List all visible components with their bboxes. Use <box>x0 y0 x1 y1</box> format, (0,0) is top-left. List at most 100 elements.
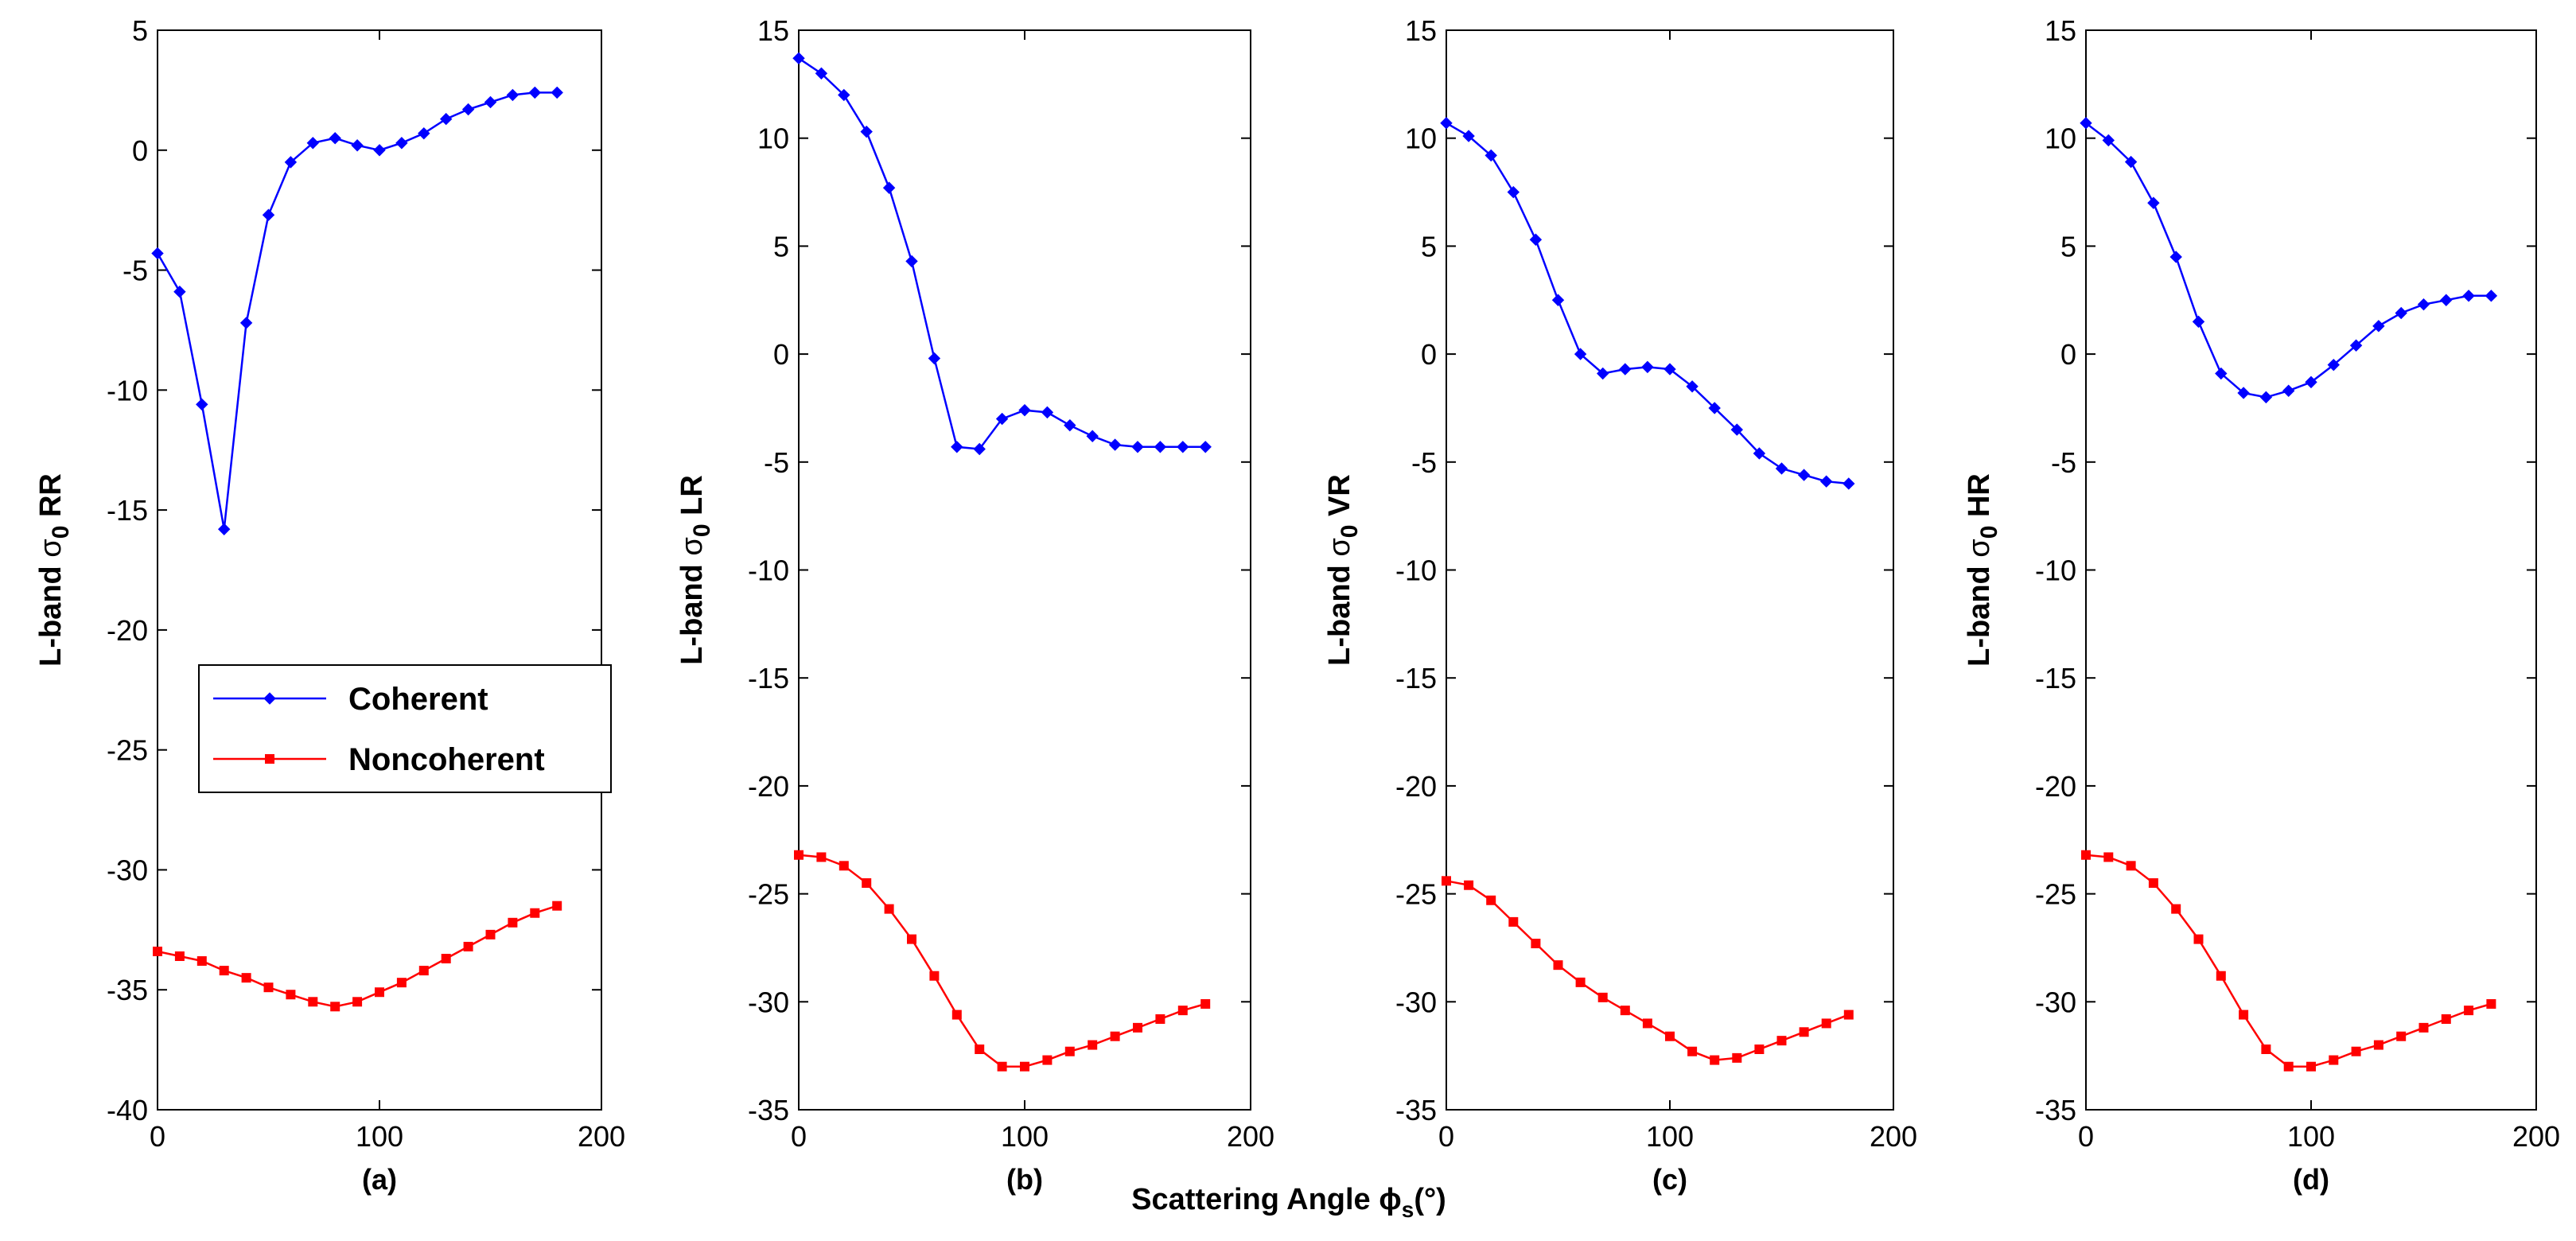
y-tick-label: -35 <box>107 974 148 1006</box>
data-point <box>1574 348 1587 360</box>
data-point <box>306 137 320 150</box>
data-point <box>2171 904 2181 914</box>
data-point <box>2124 155 2138 169</box>
data-point <box>484 95 497 109</box>
panel-label: (d) <box>2293 1163 2329 1196</box>
series-noncoherent <box>794 850 1211 1072</box>
y-tick-label: -20 <box>748 770 789 803</box>
data-point <box>2464 1006 2474 1016</box>
x-tick-label: 200 <box>2512 1120 2560 1153</box>
data-point <box>2261 1045 2271 1055</box>
y-axis-label-prefix: L-band <box>675 556 709 665</box>
y-tick-label: -20 <box>2035 770 2076 803</box>
data-point <box>995 412 1009 426</box>
data-point <box>1710 1055 1720 1065</box>
data-point <box>882 181 896 194</box>
y-tick-label: 0 <box>2060 338 2076 371</box>
data-point <box>528 86 542 99</box>
x-tick-label: 200 <box>578 1120 625 1153</box>
x-tick-label: 0 <box>791 1120 807 1153</box>
data-point <box>1819 475 1833 488</box>
data-point <box>1177 1006 1188 1016</box>
x-tick-label: 0 <box>2078 1120 2094 1153</box>
data-point <box>463 941 473 951</box>
data-point <box>396 978 407 988</box>
y-tick-label: -10 <box>748 554 789 587</box>
x-tick-label: 200 <box>1227 1120 1274 1153</box>
y-tick-label: 5 <box>773 230 789 263</box>
y-tick-label: -30 <box>1395 986 1437 1018</box>
data-point <box>1642 1018 1652 1029</box>
x-tick-label: 100 <box>356 1120 403 1153</box>
data-point <box>2485 290 2498 302</box>
data-point <box>2283 1061 2294 1072</box>
data-point <box>284 156 298 169</box>
data-point <box>2126 861 2136 871</box>
y-axis-label-sub: 0 <box>1337 525 1363 539</box>
y-axis-label-suffix: VR <box>1323 474 1356 524</box>
data-point <box>2486 999 2496 1010</box>
data-point <box>2103 852 2114 862</box>
y-axis-label-suffix: RR <box>34 473 68 525</box>
y-axis-label-sigma: σ <box>1963 539 1996 557</box>
data-point <box>1110 1031 1120 1041</box>
data-point <box>907 934 916 944</box>
y-tick-label: -20 <box>107 614 148 647</box>
data-point <box>2305 375 2317 389</box>
y-tick-label: 5 <box>1421 230 1437 263</box>
data-point <box>1596 367 1609 380</box>
y-axis-label-suffix: HR <box>1963 473 1996 525</box>
data-point <box>1665 1031 1675 1041</box>
data-point <box>1018 403 1031 417</box>
data-point <box>2462 290 2475 302</box>
y-axis-label-sub: 0 <box>689 523 715 537</box>
y-tick-label: -35 <box>748 1094 789 1126</box>
data-point <box>1442 876 1451 886</box>
y-tick-label: -10 <box>2035 554 2076 587</box>
data-point <box>2215 367 2228 380</box>
data-point <box>1041 406 1054 419</box>
data-point <box>373 144 386 157</box>
y-tick-label: -10 <box>107 374 148 407</box>
data-point <box>839 861 849 871</box>
data-point <box>530 908 540 918</box>
y-axis-label: L-band σ0 RR <box>34 473 74 667</box>
y-axis-label-sub: 0 <box>48 526 74 539</box>
data-point <box>217 523 231 535</box>
data-point <box>1732 1052 1742 1063</box>
data-point <box>1529 233 1543 246</box>
series-coherent <box>151 86 563 535</box>
y-tick-label: 0 <box>773 338 789 371</box>
data-point <box>1620 1006 1630 1016</box>
y-tick-label: -25 <box>1395 878 1437 911</box>
data-point <box>1686 380 1699 393</box>
series-noncoherent <box>1442 876 1854 1065</box>
data-point <box>1776 1036 1787 1046</box>
data-point <box>1154 441 1167 453</box>
series-noncoherent <box>2081 850 2496 1072</box>
series-noncoherent <box>153 901 562 1012</box>
data-point <box>2372 320 2385 333</box>
y-tick-label: -15 <box>107 494 148 527</box>
y-tick-label: -25 <box>2035 878 2076 911</box>
data-point <box>2237 387 2250 399</box>
data-point <box>2395 306 2407 320</box>
data-point <box>485 929 496 940</box>
data-point <box>329 131 341 145</box>
data-point <box>973 442 986 456</box>
data-point <box>1064 418 1076 432</box>
data-point <box>263 982 274 993</box>
data-point <box>1199 441 1212 453</box>
chart-panel-b: 0 100 200 -35 -30 -25 -20 -15 -10 -5 0 5 10 15 L-band … <box>675 14 1274 1196</box>
data-point <box>461 103 475 116</box>
y-tick-label: -15 <box>1395 662 1437 694</box>
y-axis-label-sigma: σ <box>34 539 68 557</box>
data-point <box>2259 391 2273 404</box>
y-tick-label: -20 <box>1395 770 1437 803</box>
x-tick-label: 100 <box>1001 1120 1049 1153</box>
y-tick-label: 10 <box>2045 123 2076 155</box>
legend: Coherent Noncoherent <box>198 664 612 793</box>
data-point <box>1108 438 1122 451</box>
data-point <box>997 1061 1007 1072</box>
data-point <box>552 901 562 911</box>
